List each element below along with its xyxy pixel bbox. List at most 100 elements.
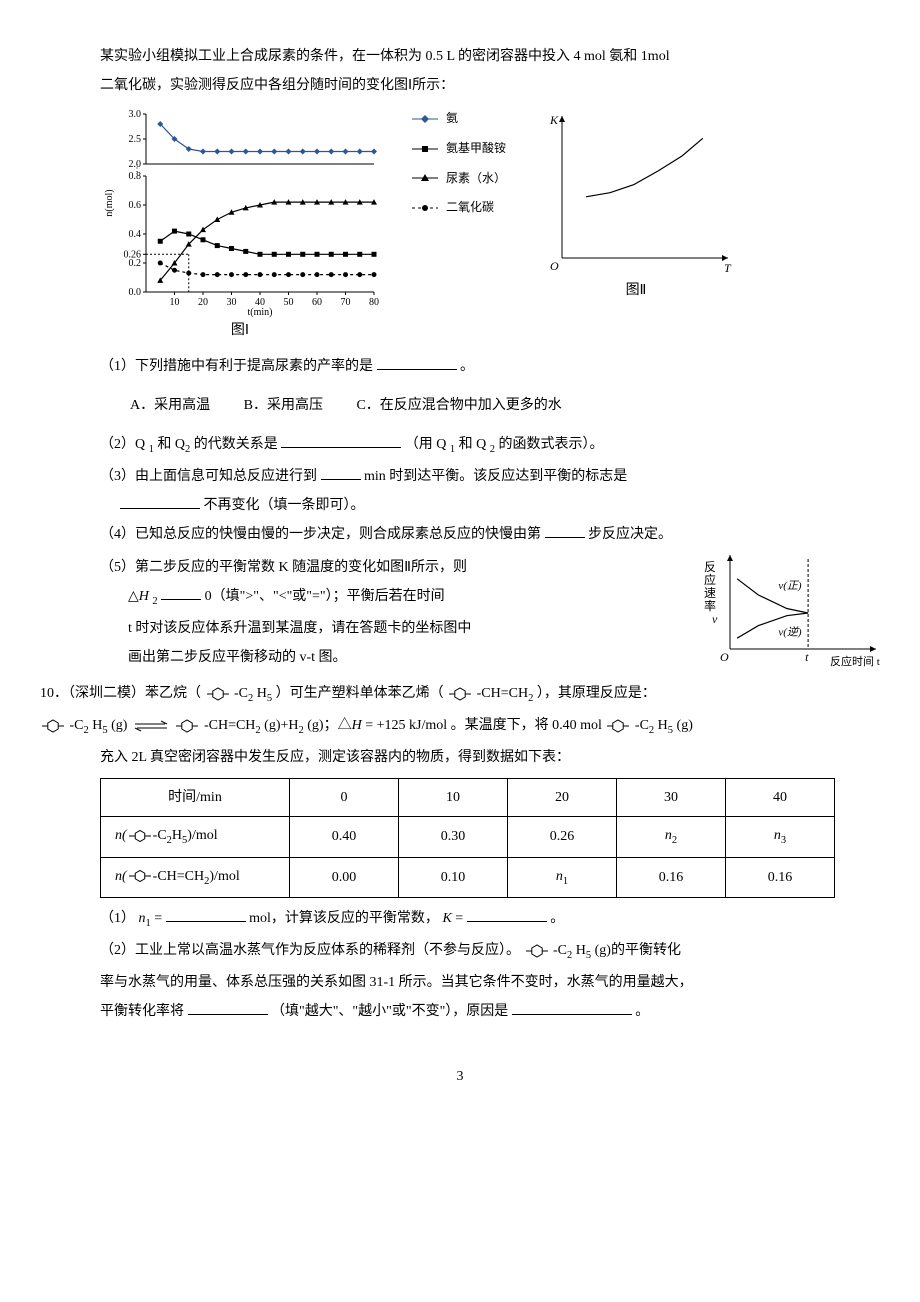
legend-item: 尿素（水） <box>410 168 506 190</box>
q1-tail: 。 <box>460 359 474 374</box>
q3-a: （3）由上面信息可知总反应进行到 <box>100 469 317 484</box>
q10-1c: mol，计算该反应的平衡常数， <box>249 911 439 926</box>
q10-e: -CH=CH <box>477 686 528 701</box>
e-h: -C <box>635 718 649 733</box>
svg-text:80: 80 <box>369 297 379 308</box>
q3-line2: 不再变化（填一条即可）。 <box>40 493 880 518</box>
q2: （2）Q 1 和 Q2 的代数关系是 （用 Q 1 和 Q 2 的函数式表示）。 <box>40 432 880 460</box>
q10-b: -C <box>234 686 248 701</box>
table-header: 0 <box>290 778 399 816</box>
table-header: 30 <box>617 778 726 816</box>
table-cell: 0.00 <box>290 857 399 898</box>
table-cell: 0.30 <box>399 816 508 857</box>
q10-2-blank1[interactable] <box>188 1000 268 1015</box>
table-cell: n2 <box>617 816 726 857</box>
q5-c: 0（填">"、"<"或"="）；平衡后若在时间 <box>205 589 445 604</box>
svg-text:O: O <box>720 650 729 664</box>
benzene-icon <box>605 719 631 733</box>
s5d: 5 <box>586 950 591 961</box>
q2-b: 和 Q <box>157 437 185 452</box>
svg-text:0.26: 0.26 <box>124 250 142 261</box>
equilibrium-icon <box>131 719 171 733</box>
q4-blank[interactable] <box>545 523 585 538</box>
q10-2d: (g)的平衡转化 <box>595 943 681 958</box>
q3-b: min 时到达平衡。该反应达到平衡的标志是 <box>364 469 627 484</box>
svg-text:3.0: 3.0 <box>129 109 142 120</box>
q10-2-line3: 平衡转化率将 （填"越大"、"越小"或"不变"），原因是 。 <box>40 999 880 1024</box>
q2-a: （2）Q <box>100 437 149 452</box>
q10-line3: 充入 2L 真空密闭容器中发生反应，测定该容器内的物质，得到数据如下表： <box>40 745 880 770</box>
chart-1-legend: 氨氨基甲酸铵尿素（水）二氧化碳 <box>410 108 506 218</box>
q10-d: ）可生产塑料单体苯乙烯（ <box>276 686 444 701</box>
table-header: 20 <box>508 778 617 816</box>
q5-blank[interactable] <box>161 585 201 600</box>
svg-text:v: v <box>712 612 718 626</box>
row-label: n(-C2H5)/mol <box>101 816 290 857</box>
benzene-icon <box>524 944 550 958</box>
q10-1a: （1） <box>100 911 135 926</box>
figure-row: 2.02.53.0⋮0.00.20.260.40.60.810203040506… <box>40 108 880 343</box>
svg-text:v(正): v(正) <box>778 580 802 592</box>
q1-opt-a[interactable]: A．采用高温 <box>130 393 210 418</box>
q5-H: H <box>139 589 153 604</box>
q3: （3）由上面信息可知总反应进行到 min 时到达平衡。该反应达到平衡的标志是 <box>40 464 880 489</box>
s2a: 2 <box>248 693 253 704</box>
q2-blank[interactable] <box>281 433 401 448</box>
intro-line-1: 某实验小组模拟工业上合成尿素的条件，在一体积为 0.5 L 的密闭容器中投入 4… <box>40 44 880 69</box>
q10-1b: = <box>154 911 162 926</box>
e-i: H <box>658 718 668 733</box>
s5b: 5 <box>102 725 107 736</box>
table-cell: n3 <box>726 816 835 857</box>
svg-text:30: 30 <box>227 297 237 308</box>
q5-block: 反应速率vO反应时间 ttv(正)v(逆) （5）第二步反应的平衡常数 K 随温… <box>40 551 880 677</box>
svg-text:t(min): t(min) <box>248 307 273 318</box>
q1-opt-b[interactable]: B．采用高压 <box>244 393 323 418</box>
svg-text:K: K <box>549 113 559 127</box>
row-label: n(-CH=CH2)/mol <box>101 857 290 898</box>
q3-blank1[interactable] <box>321 465 361 480</box>
q1-opt-c[interactable]: C．在反应混合物中加入更多的水 <box>356 393 561 418</box>
rate-chart: 反应速率vO反应时间 ttv(正)v(逆) <box>690 551 880 671</box>
q2-e: 和 Q <box>459 437 490 452</box>
svg-text:反应时间 t: 反应时间 t <box>830 654 880 668</box>
q4-b: 步反应决定。 <box>588 527 672 542</box>
s1x: 1 <box>146 918 151 929</box>
q1-blank[interactable] <box>377 355 457 370</box>
q10-1e: 。 <box>550 911 564 926</box>
q10-eq: -C2 H5 (g) -CH=CH2 (g)+H2 (g)；△H = +125 … <box>40 713 880 741</box>
q10-2-blank2[interactable] <box>512 1000 632 1015</box>
s5c: 5 <box>668 725 673 736</box>
page-number: 3 <box>40 1064 880 1089</box>
q10-line1: 10．（深圳二模）苯乙烷（ -C2 H5 ）可生产塑料单体苯乙烯（ -CH=CH… <box>40 681 880 709</box>
svg-text:应: 应 <box>704 572 716 587</box>
legend-item: 氨基甲酸铵 <box>410 138 506 160</box>
s2e: 2 <box>299 725 304 736</box>
q10-2a: （2）工业上常以高温水蒸气作为反应体系的稀释剂（不参与反应）。 <box>100 943 520 958</box>
q10-a: 10．（深圳二模）苯乙烷（ <box>40 686 201 701</box>
q10-1-blank2[interactable] <box>467 907 547 922</box>
legend-item: 二氧化碳 <box>410 197 506 219</box>
e-g: = +125 kJ/mol 。某温度下，将 0.40 mol <box>365 718 605 733</box>
q2-c: 的代数关系是 <box>194 437 278 452</box>
svg-text:O: O <box>550 259 559 273</box>
q5-a: （5）第二步反应的平衡常数 K 随温度的变化如图Ⅱ所示，则 <box>100 560 467 575</box>
q10-2f: 平衡转化率将 <box>100 1004 184 1019</box>
benzene-icon <box>40 719 66 733</box>
q5-delta: △ <box>128 589 139 604</box>
q10-1-blank1[interactable] <box>166 907 246 922</box>
intro-line-2: 二氧化碳，实验测得反应中各组分随时间的变化图Ⅰ所示： <box>40 73 880 98</box>
svg-text:0.0: 0.0 <box>129 287 142 298</box>
table-row: n(-CH=CH2)/mol0.000.10n10.160.16 <box>101 857 835 898</box>
q3-blank2[interactable] <box>120 494 200 509</box>
svg-text:0.8: 0.8 <box>129 171 142 182</box>
benzene-icon <box>205 687 231 701</box>
e-j: (g) <box>677 718 693 733</box>
e-b: H <box>92 718 102 733</box>
svg-text:速: 速 <box>704 586 716 600</box>
svg-text:2.5: 2.5 <box>129 134 142 145</box>
q2-f: 的函数式表示）。 <box>499 437 604 452</box>
q10-2c: H <box>576 943 586 958</box>
s2d: 2 <box>255 725 260 736</box>
table-cell: 0.26 <box>508 816 617 857</box>
q10-K: K <box>442 911 451 926</box>
